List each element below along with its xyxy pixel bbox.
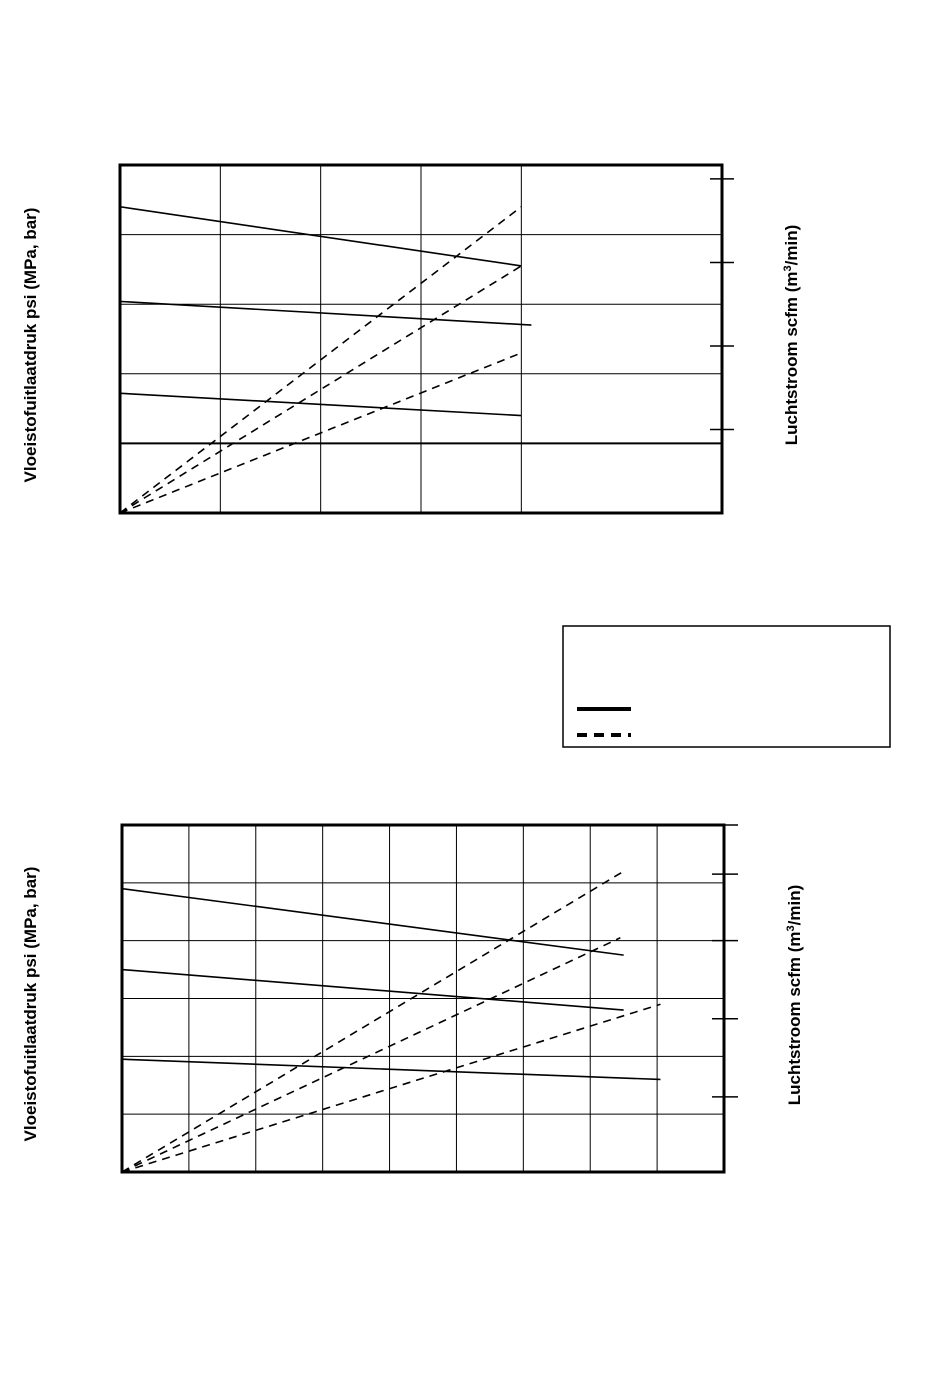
chart-top-x-axis-label: Luchtstroom scfm (m3/min) [782,225,801,446]
chart-bottom-y-axis-label: Vloeistofuitlaatdruk psi (MPa, bar) [21,867,40,1142]
chart-bottom-series-solid-0 [121,887,624,956]
legend [562,625,891,748]
chart-bottom-x-axis-label-tail: /min) [785,885,804,926]
chart-top-x-axis-label-tail: /min) [782,225,801,266]
chart-top-series-solid-2 [119,392,522,417]
chart-bottom-x-axis-label-sup: 3 [785,925,797,931]
chart-bottom-series-dashed-3 [121,870,625,1173]
chart-top-plot-frame [118,163,724,515]
chart-top-x-axis-label-main: Luchtstroom scfm (m [782,271,801,445]
chart-top-x-axis-label-sup: 3 [782,265,794,271]
chart-bottom: Vloeistofuitlaatdruk psi (MPa, bar) Luch… [21,823,804,1174]
chart-top-series-dashed-4 [119,265,522,514]
chart-bottom-series-dashed-5 [121,1003,661,1173]
chart-bottom-series-solid-1 [121,968,624,1011]
chart-bottom-series-dashed-4 [121,937,621,1173]
chart-top-series-solid-0 [119,205,522,267]
chart-top-series-dashed-3 [119,206,522,514]
legend-box [562,625,891,748]
chart-bottom-series-solid-2 [121,1058,661,1081]
chart-bottom-x-axis-label-main: Luchtstroom scfm (m [785,931,804,1105]
chart-top-series-solid-1 [119,300,532,326]
chart-top-y-axis-label: Vloeistofuitlaatdruk psi (MPa, bar) [21,208,40,483]
chart-bottom-x-axis-label: Luchtstroom scfm (m3/min) [785,885,804,1106]
chart-top-series-dashed-5 [119,352,522,514]
chart-top: Vloeistofuitlaatdruk psi (MPa, bar) Luch… [21,163,801,515]
chart-bottom-plot-frame [120,823,726,1174]
